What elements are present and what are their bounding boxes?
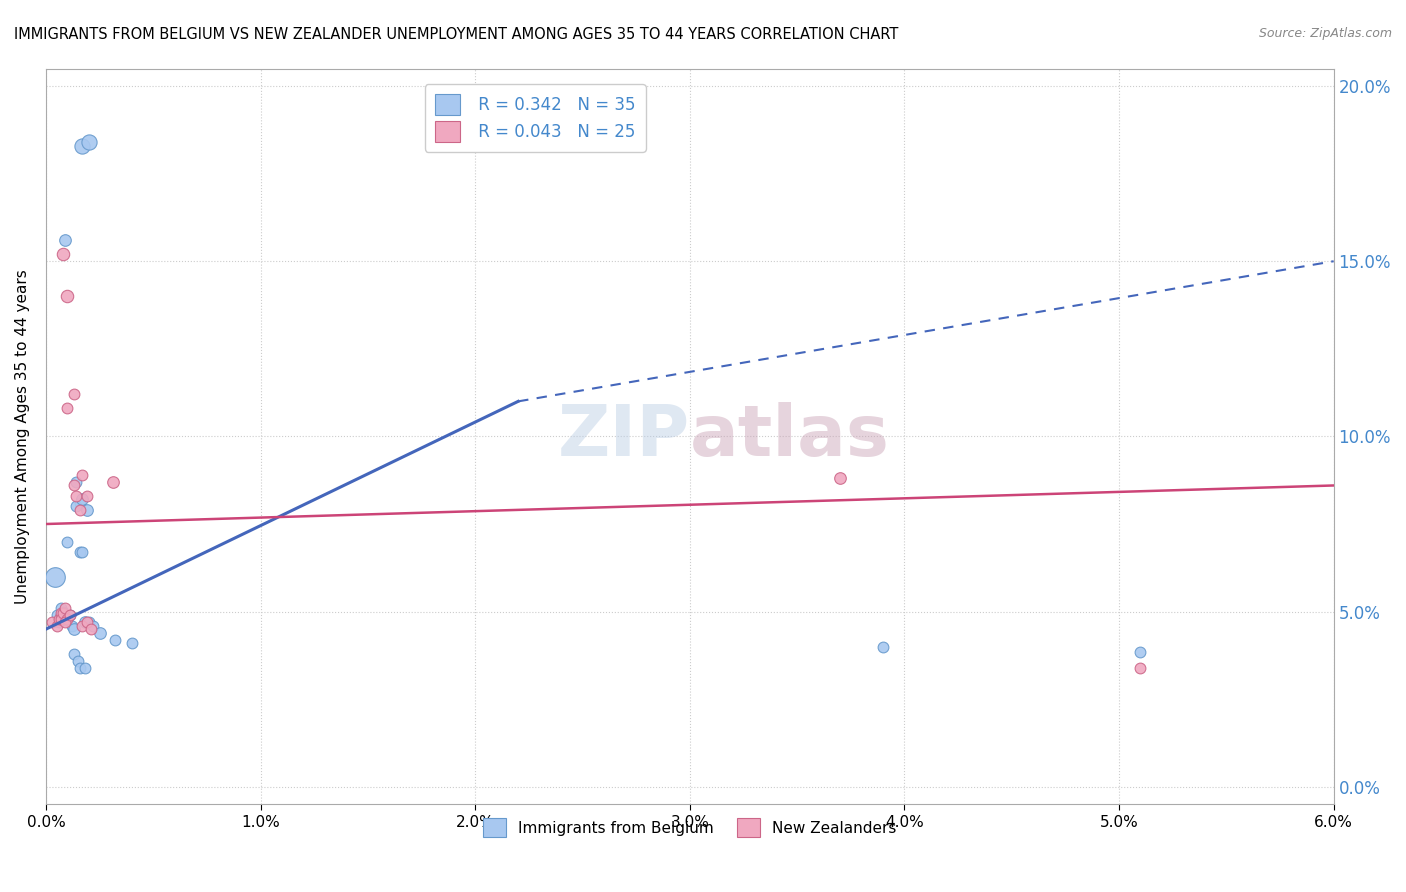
Point — [72, 138, 94, 153]
Point — [56, 401, 79, 416]
Point — [69, 661, 91, 675]
Point — [48, 615, 70, 629]
Point — [48, 612, 70, 626]
Point — [49, 608, 72, 623]
Point — [76, 503, 98, 517]
Point — [65, 489, 87, 503]
Point — [82, 618, 104, 632]
Point — [52, 607, 75, 621]
Point — [41, 615, 63, 629]
Point — [89, 625, 111, 640]
Point — [49, 607, 72, 621]
Legend: Immigrants from Belgium, New Zealanders: Immigrants from Belgium, New Zealanders — [475, 811, 904, 845]
Point — [44, 569, 66, 583]
Point — [77, 135, 100, 149]
Point — [67, 654, 90, 668]
Point — [72, 618, 94, 632]
Point — [65, 475, 87, 489]
Point — [828, 471, 851, 485]
Point — [60, 618, 83, 632]
Text: Source: ZipAtlas.com: Source: ZipAtlas.com — [1258, 27, 1392, 40]
Point — [73, 615, 96, 629]
Point — [56, 612, 79, 626]
Point — [52, 247, 75, 261]
Point — [45, 618, 67, 632]
Point — [69, 496, 91, 510]
Point — [53, 601, 76, 615]
Point — [58, 608, 80, 623]
Point — [872, 640, 894, 654]
Point — [1129, 661, 1152, 675]
Point — [53, 233, 76, 247]
Point — [72, 467, 94, 482]
Text: ZIP: ZIP — [558, 402, 690, 471]
Point — [69, 503, 91, 517]
Point — [101, 475, 124, 489]
Point — [76, 489, 98, 503]
Point — [63, 647, 86, 661]
Text: IMMIGRANTS FROM BELGIUM VS NEW ZEALANDER UNEMPLOYMENT AMONG AGES 35 TO 44 YEARS : IMMIGRANTS FROM BELGIUM VS NEW ZEALANDER… — [14, 27, 898, 42]
Point — [63, 478, 86, 492]
Point — [73, 661, 96, 675]
Point — [69, 545, 91, 559]
Point — [45, 608, 67, 623]
Point — [104, 632, 127, 647]
Point — [52, 605, 75, 619]
Point — [77, 615, 100, 629]
Point — [56, 289, 79, 303]
Text: atlas: atlas — [690, 402, 890, 471]
Point — [49, 612, 72, 626]
Point — [72, 545, 94, 559]
Point — [53, 615, 76, 629]
Point — [1129, 645, 1152, 659]
Point — [63, 387, 86, 401]
Point — [72, 492, 94, 507]
Y-axis label: Unemployment Among Ages 35 to 44 years: Unemployment Among Ages 35 to 44 years — [15, 269, 30, 604]
Point — [48, 612, 70, 626]
Point — [58, 608, 80, 623]
Point — [76, 615, 98, 629]
Point — [80, 622, 103, 636]
Point — [63, 622, 86, 636]
Point — [56, 612, 79, 626]
Point — [49, 601, 72, 615]
Point — [56, 534, 79, 549]
Point — [53, 613, 76, 627]
Point — [121, 636, 143, 650]
Point — [65, 500, 87, 514]
